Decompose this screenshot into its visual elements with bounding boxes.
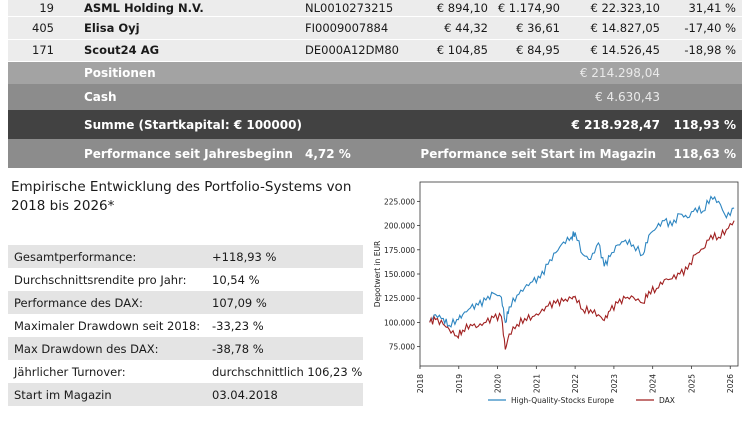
positionen-row: Positionen € 214.298,04 xyxy=(8,62,742,84)
start-label: Performance seit Start im Magazin xyxy=(420,146,656,161)
x-tick-label: 2024 xyxy=(649,374,658,393)
stat-row: Durchschnittsrendite pro Jahr: 10,54 % xyxy=(8,268,363,291)
stat-row: Performance des DAX: 107,09 % xyxy=(8,291,363,314)
x-tick-label: 2022 xyxy=(571,374,580,393)
holding-value: € 14.827,05 xyxy=(590,20,661,35)
holding-value: € 14.526,45 xyxy=(590,43,661,58)
summe-pct: 118,93 % xyxy=(673,117,736,132)
x-tick-label: 2018 xyxy=(416,374,425,393)
holding-qty: 405 xyxy=(32,20,54,35)
cash-row: Cash € 4.630,43 xyxy=(8,84,742,110)
x-tick-label: 2023 xyxy=(610,374,619,393)
holding-isin: FI0009007884 xyxy=(305,20,389,35)
holding-row: 171 Scout24 AG DE000A12DM80 € 104,85 € 8… xyxy=(8,39,742,62)
summe-value: € 218.928,47 xyxy=(571,117,660,132)
stat-value: durchschnittlich 106,23 % xyxy=(212,364,363,379)
holding-name: ASML Holding N.V. xyxy=(84,1,204,15)
stat-row: Max Drawdown des DAX: -38,78 % xyxy=(8,337,363,360)
start-value: 118,63 % xyxy=(673,146,736,161)
holding-perf: -18,98 % xyxy=(684,43,736,58)
stat-row: Start im Magazin 03.04.2018 xyxy=(8,383,363,406)
stat-value: 03.04.2018 xyxy=(212,387,278,402)
legend-label: High-Quality-Stocks Europe xyxy=(511,396,614,405)
stat-key: Gesamtperformance: xyxy=(14,249,137,264)
x-tick-label: 2026 xyxy=(726,374,735,393)
holding-row: 19 ASML Holding N.V. NL0010273215 € 894,… xyxy=(8,0,742,17)
stats-table: Gesamtperformance: +118,93 % Durchschnitt… xyxy=(8,245,363,406)
holding-name: Scout24 AG xyxy=(84,43,160,58)
holdings-rows: 19 ASML Holding N.V. NL0010273215 € 894,… xyxy=(8,0,742,62)
positionen-value: € 214.298,04 xyxy=(579,66,660,80)
holding-row: 405 Elisa Oyj FI0009007884 € 44,32 € 36,… xyxy=(8,17,742,40)
holding-isin: NL0010273215 xyxy=(305,1,394,15)
stat-row: Jährlicher Turnover: durchschnittlich 106… xyxy=(8,360,363,383)
stat-key: Jährlicher Turnover: xyxy=(14,364,126,379)
holding-price-now: € 36,61 xyxy=(516,20,560,35)
stat-key: Start im Magazin xyxy=(14,387,112,402)
summe-label: Summe (Startkapital: € 100000) xyxy=(84,117,302,132)
positionen-label: Positionen xyxy=(84,66,156,80)
series-line-hqse xyxy=(429,195,735,328)
chart-svg: 75.000 100.000 125.000 150.000 175.000 200.00… xyxy=(373,181,739,405)
y-tick-label: 200.000 xyxy=(384,222,415,231)
holding-perf: -17,40 % xyxy=(684,20,736,35)
y-tick-label: 75.000 xyxy=(389,343,415,352)
x-tick-label: 2020 xyxy=(494,374,503,393)
summe-row: Summe (Startkapital: € 100000) € 218.928… xyxy=(8,110,742,139)
stat-key: Maximaler Drawdown seit 2018: xyxy=(14,318,201,333)
y-tick-label: 125.000 xyxy=(384,294,415,303)
holding-price-now: € 84,95 xyxy=(516,43,560,58)
holding-qty: 171 xyxy=(32,43,54,58)
cash-label: Cash xyxy=(84,90,117,104)
holding-price-buy: € 44,32 xyxy=(444,20,488,35)
x-tick-label: 2025 xyxy=(687,374,696,393)
stat-key: Durchschnittsrendite pro Jahr: xyxy=(14,272,187,287)
holding-price-buy: € 894,10 xyxy=(436,1,488,15)
y-tick-label: 175.000 xyxy=(384,246,415,255)
holding-name: Elisa Oyj xyxy=(84,20,140,35)
stat-key: Max Drawdown des DAX: xyxy=(14,341,159,356)
section-title: Empirische Entwicklung des Portfolio-Sys… xyxy=(11,179,352,214)
stat-key: Performance des DAX: xyxy=(14,295,143,310)
holding-price-now: € 1.174,90 xyxy=(497,1,560,15)
holding-value: € 22.323,10 xyxy=(590,1,661,15)
performance-row: Performance seit Jahresbeginn 4,72 % Per… xyxy=(8,139,742,168)
stat-row: Gesamtperformance: +118,93 % xyxy=(8,245,363,268)
y-tick-label: 100.000 xyxy=(384,318,415,327)
x-tick-label: 2021 xyxy=(532,374,541,393)
holding-price-buy: € 104,85 xyxy=(436,43,488,58)
y-tick-label: 225.000 xyxy=(384,197,415,206)
ytd-label: Performance seit Jahresbeginn xyxy=(84,146,293,161)
holding-isin: DE000A12DM80 xyxy=(305,43,399,58)
stat-value: +118,93 % xyxy=(212,249,277,264)
performance-chart: 75.000 100.000 125.000 150.000 175.000 200.00… xyxy=(368,176,746,416)
holding-qty: 19 xyxy=(39,1,54,15)
stat-value: -38,78 % xyxy=(212,341,264,356)
stat-value: 107,09 % xyxy=(212,295,267,310)
plot-area xyxy=(419,181,739,367)
ytd-value: 4,72 % xyxy=(305,146,351,161)
x-tick-label: 2019 xyxy=(455,374,464,393)
cash-value: € 4.630,43 xyxy=(595,90,660,104)
legend-label: DAX xyxy=(659,396,675,405)
stat-value: 10,54 % xyxy=(212,272,260,287)
y-tick-label: 150.000 xyxy=(384,270,415,279)
y-axis-label: Depotwert in EUR xyxy=(373,241,382,308)
holdings-table: 19 ASML Holding N.V. NL0010273215 € 894,… xyxy=(8,0,742,168)
holding-perf: 31,41 % xyxy=(688,1,736,15)
stat-row: Maximaler Drawdown seit 2018: -33,23 % xyxy=(8,314,363,337)
series-line-dax xyxy=(429,220,735,350)
stat-value: -33,23 % xyxy=(212,318,264,333)
